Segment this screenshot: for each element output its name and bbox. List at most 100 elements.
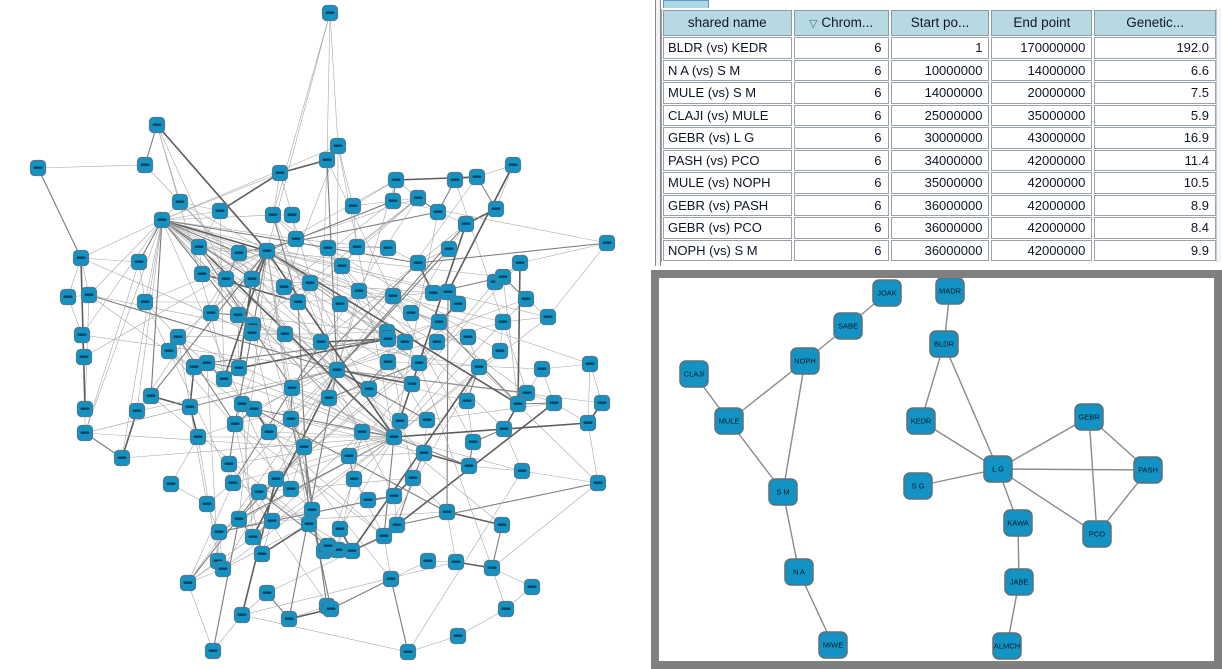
network-node[interactable] [136,156,154,174]
network-node[interactable] [329,137,347,155]
network-node[interactable] [300,515,318,533]
network-node[interactable] [160,342,178,360]
network-node[interactable] [130,253,148,271]
table-cell[interactable]: 35000000 [991,104,1093,126]
network-node[interactable] [424,284,442,302]
network-node[interactable] [283,379,301,397]
detail-node-mule[interactable]: MULE [714,407,744,435]
network-node[interactable] [415,444,433,462]
network-node[interactable] [260,423,278,441]
network-node[interactable] [459,328,477,346]
detail-node-sabe[interactable]: SABE [833,312,863,340]
detail-node-sg[interactable]: S G [903,472,933,500]
table-cell[interactable]: 11.4 [1094,149,1216,171]
network-node[interactable] [449,295,467,313]
network-node[interactable] [283,206,301,224]
table-cell[interactable]: 16.9 [1094,127,1216,149]
network-edge[interactable] [997,416,1090,470]
network-node[interactable] [396,333,414,351]
network-node[interactable] [320,389,338,407]
column-header-genetic[interactable]: Genetic... [1094,10,1216,36]
network-node[interactable] [375,527,393,545]
table-row[interactable]: MULE (vs) NOPH 6 35000000 42000000 10.5 [662,171,1217,194]
table-cell[interactable]: 36000000 [890,239,990,261]
network-node[interactable] [72,249,90,267]
network-node[interactable] [245,400,263,418]
network-node[interactable] [391,412,409,430]
table-row[interactable]: GEBR (vs) PCO 6 36000000 42000000 8.4 [662,216,1217,239]
column-header-endpoint[interactable]: End point [991,10,1093,36]
network-node[interactable] [319,537,337,555]
network-node[interactable] [487,200,505,218]
table-row[interactable]: BLDR (vs) KEDR 6 1 170000000 192.0 [662,36,1217,59]
table-cell[interactable]: 10000000 [890,59,990,81]
table-row[interactable]: NOPH (vs) S M 6 36000000 42000000 9.9 [662,239,1217,261]
network-node[interactable] [113,449,131,467]
network-node[interactable] [429,203,447,221]
network-node[interactable] [353,423,371,441]
table-cell[interactable]: 6 [793,127,889,149]
network-node[interactable] [579,414,597,432]
table-cell[interactable]: 6 [793,104,889,126]
network-node[interactable] [483,559,501,577]
detail-node-gebr[interactable]: GEBR [1074,403,1104,431]
column-header-sharedname[interactable]: shared name [663,10,792,36]
table-cell[interactable]: MULE (vs) S M [663,82,792,104]
table-cell[interactable]: 42000000 [991,217,1093,239]
network-node[interactable] [539,308,557,326]
network-node[interactable] [179,574,197,592]
network-node[interactable] [410,354,428,372]
table-cell[interactable]: 6 [793,172,889,194]
table-cell[interactable]: 5.9 [1094,104,1216,126]
network-node[interactable] [464,433,482,451]
network-node[interactable] [318,151,336,169]
detail-node-almch[interactable]: ALMCH [992,632,1022,660]
network-node[interactable] [331,295,349,313]
table-cell[interactable]: 42000000 [991,239,1093,261]
network-node[interactable] [359,491,377,509]
table-cell[interactable]: 35000000 [890,172,990,194]
network-node[interactable] [513,462,531,480]
table-cell[interactable]: 14000000 [890,82,990,104]
table-cell[interactable]: 1 [890,37,990,59]
network-node[interactable] [162,475,180,493]
network-node[interactable] [244,528,262,546]
network-node[interactable] [593,394,611,412]
network-node[interactable] [211,202,229,220]
network-node[interactable] [533,360,551,378]
table-cell[interactable]: 30000000 [890,127,990,149]
network-node[interactable] [189,428,207,446]
network-node[interactable] [73,326,91,344]
network-node[interactable] [403,375,421,393]
table-cell[interactable]: BLDR (vs) KEDR [663,37,792,59]
network-node[interactable] [215,370,233,388]
network-node[interactable] [193,265,211,283]
network-node[interactable] [589,474,607,492]
table-cell[interactable]: 42000000 [991,194,1093,216]
table-cell[interactable]: 42000000 [991,149,1093,171]
network-node[interactable] [214,560,232,578]
network-node[interactable] [545,394,563,412]
panel-splitter[interactable] [655,0,661,266]
table-cell[interactable]: 6 [793,194,889,216]
network-node[interactable] [523,578,541,596]
network-node[interactable] [224,474,242,492]
network-edge[interactable] [782,360,806,493]
table-row[interactable]: MULE (vs) S M 6 14000000 20000000 7.5 [662,81,1217,104]
detail-node-claji[interactable]: CLAJI [679,360,709,388]
network-node[interactable] [493,516,511,534]
detail-node-miwe[interactable]: MIWE [818,631,848,659]
network-node[interactable] [258,242,276,260]
network-node[interactable] [253,545,271,563]
network-node[interactable] [439,283,457,301]
network-node[interactable] [418,411,436,429]
network-edge[interactable] [997,468,1098,535]
network-edge[interactable] [1088,416,1098,535]
network-node[interactable] [333,257,351,275]
table-cell[interactable]: 36000000 [890,217,990,239]
network-node[interactable] [446,171,464,189]
network-node[interactable] [230,510,248,528]
network-node[interactable] [153,211,171,229]
network-node[interactable] [267,470,285,488]
network-node[interactable] [495,420,513,438]
